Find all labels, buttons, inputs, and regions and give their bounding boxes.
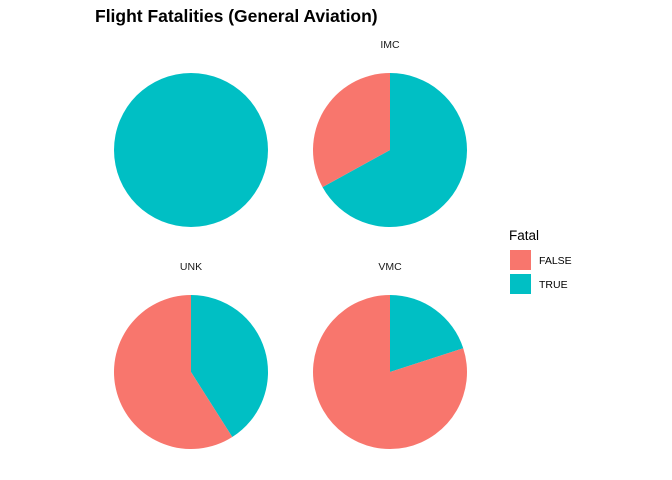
facet-panel-imc: IMC: [313, 39, 467, 227]
facet-label: UNK: [180, 261, 202, 273]
pie-slice-false: [313, 73, 390, 188]
pie-slice-true: [390, 295, 464, 372]
facet-label: VMC: [378, 261, 402, 273]
pie-slices: [114, 73, 268, 227]
pie-slices: [313, 73, 467, 227]
facet-panel-vmc: VMC: [313, 261, 467, 450]
facet-label: IMC: [380, 39, 400, 51]
pie-slices: [313, 295, 467, 450]
pie-slice-false: [113, 295, 233, 450]
legend: Fatal FALSE TRUE: [509, 228, 572, 294]
pie-slice-true: [322, 73, 467, 227]
legend-title: Fatal: [509, 228, 539, 243]
facet-panel-blank: [114, 73, 268, 227]
legend-label-false: FALSE: [539, 255, 572, 267]
legend-label-true: TRUE: [539, 279, 568, 291]
pie-slice-false: [313, 295, 467, 450]
pie-slice-true: [191, 295, 268, 438]
pie-slices: [113, 295, 268, 450]
chart-title: Flight Fatalities (General Aviation): [95, 6, 378, 26]
legend-swatch-false: [510, 250, 531, 270]
legend-swatch-true: [510, 274, 531, 294]
facet-panel-unk: UNK: [113, 261, 268, 450]
pie-slice-true: [114, 73, 268, 227]
